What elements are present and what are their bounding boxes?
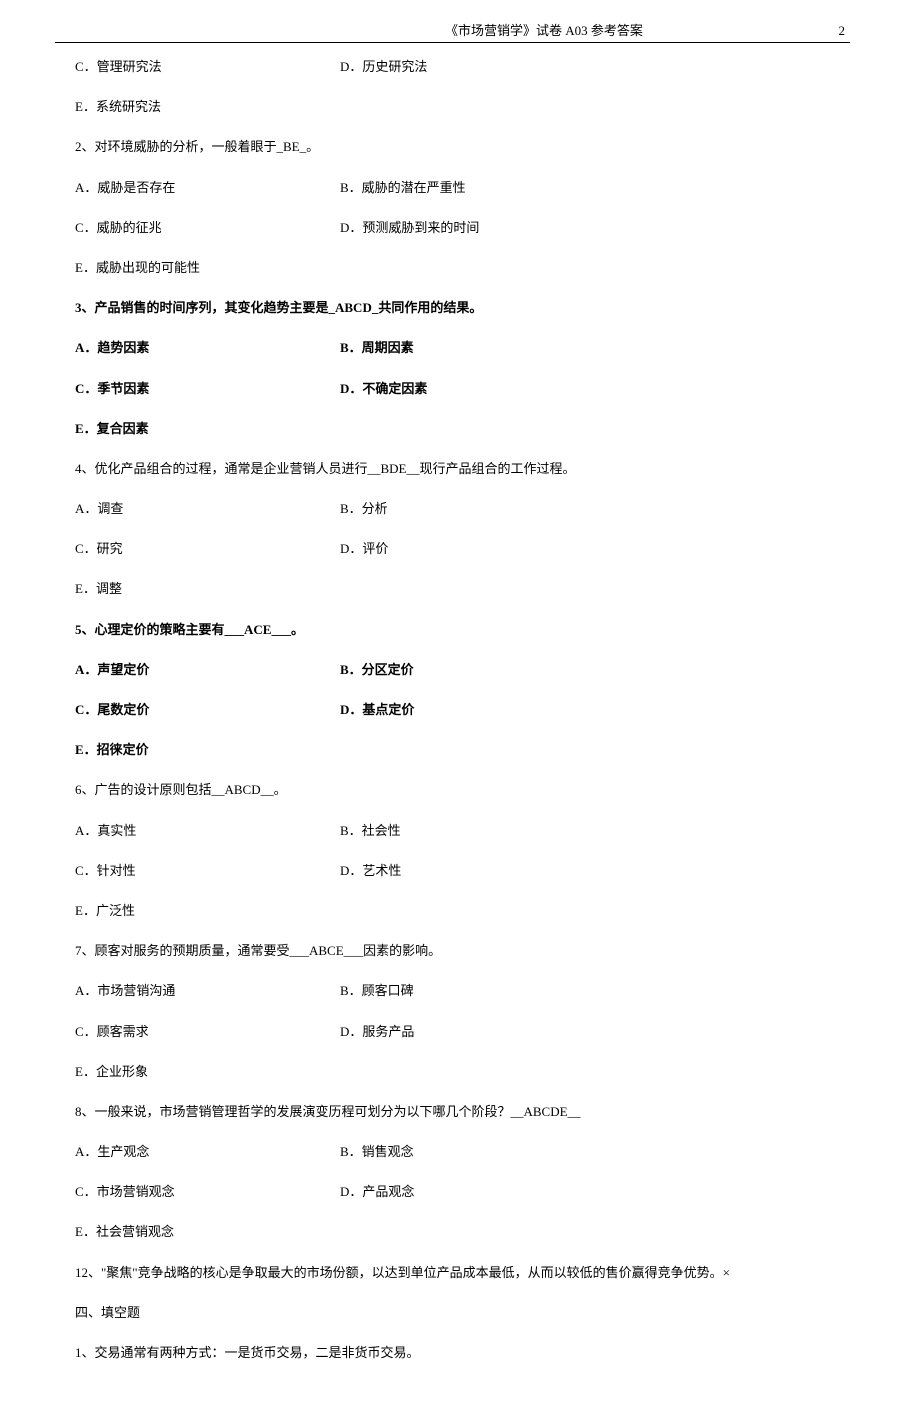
q12-statement: 12、"聚焦"竞争战略的核心是争取最大的市场份额，以达到单位产品成本最低，从而以… <box>75 1264 845 1282</box>
q1-row-cd: C．管理研究法 D．历史研究法 <box>75 58 845 76</box>
q7-option-d: D．服务产品 <box>340 1023 845 1041</box>
q6-option-d: D．艺术性 <box>340 862 845 880</box>
q5-stem: 5、心理定价的策略主要有___ACE___。 <box>75 621 845 639</box>
q6-option-b: B．社会性 <box>340 822 845 840</box>
header-title: 《市场营销学》试卷 A03 参考答案 <box>445 20 643 39</box>
q7-option-c: C．顾客需求 <box>75 1023 340 1041</box>
q4-row-cd: C．研究 D．评价 <box>75 540 845 558</box>
q8-row-ab: A．生产观念 B．销售观念 <box>75 1143 845 1161</box>
q8-option-e: E．社会营销观念 <box>75 1223 845 1241</box>
q8-option-c: C．市场营销观念 <box>75 1183 340 1201</box>
q7-row-ab: A．市场营销沟通 B．顾客口碑 <box>75 982 845 1000</box>
q2-row-ab: A．威胁是否存在 B．威胁的潜在严重性 <box>75 179 845 197</box>
q5-option-d: D．基点定价 <box>340 701 845 719</box>
q2-option-d: D．预测威胁到来的时间 <box>340 219 845 237</box>
q7-stem: 7、顾客对服务的预期质量，通常要受___ABCE___因素的影响。 <box>75 942 845 960</box>
q5-option-b: B．分区定价 <box>340 661 845 679</box>
q3-option-a: A．趋势因素 <box>75 339 340 357</box>
q4-option-e: E．调整 <box>75 580 845 598</box>
q4-option-d: D．评价 <box>340 540 845 558</box>
q2-row-cd: C．威胁的征兆 D．预测威胁到来的时间 <box>75 219 845 237</box>
q3-option-e: E．复合因素 <box>75 420 845 438</box>
q5-row-cd: C．尾数定价 D．基点定价 <box>75 701 845 719</box>
q6-option-c: C．针对性 <box>75 862 340 880</box>
q4-option-a: A．调查 <box>75 500 340 518</box>
q4-stem: 4、优化产品组合的过程，通常是企业营销人员进行__BDE__现行产品组合的工作过… <box>75 460 845 478</box>
q2-option-a: A．威胁是否存在 <box>75 179 340 197</box>
q3-option-d: D．不确定因素 <box>340 380 845 398</box>
q8-option-b: B．销售观念 <box>340 1143 845 1161</box>
section4-title: 四、填空题 <box>75 1304 845 1322</box>
header-divider <box>55 42 850 43</box>
q3-row-ab: A．趋势因素 B．周期因素 <box>75 339 845 357</box>
document-page: 《市场营销学》试卷 A03 参考答案 2 C．管理研究法 D．历史研究法 E．系… <box>0 0 920 1404</box>
q6-option-e: E．广泛性 <box>75 902 845 920</box>
q1-option-d: D．历史研究法 <box>340 58 845 76</box>
q2-option-b: B．威胁的潜在严重性 <box>340 179 845 197</box>
q5-row-ab: A．声望定价 B．分区定价 <box>75 661 845 679</box>
q8-option-d: D．产品观念 <box>340 1183 845 1201</box>
q1-option-c: C．管理研究法 <box>75 58 340 76</box>
q5-option-e: E．招徕定价 <box>75 741 845 759</box>
q3-stem: 3、产品销售的时间序列，其变化趋势主要是_ABCD_共同作用的结果。 <box>75 299 845 317</box>
q3-row-cd: C．季节因素 D．不确定因素 <box>75 380 845 398</box>
q8-row-cd: C．市场营销观念 D．产品观念 <box>75 1183 845 1201</box>
q5-option-c: C．尾数定价 <box>75 701 340 719</box>
q4-option-c: C．研究 <box>75 540 340 558</box>
q7-option-b: B．顾客口碑 <box>340 982 845 1000</box>
q6-option-a: A．真实性 <box>75 822 340 840</box>
q8-stem: 8、一般来说，市场营销管理哲学的发展演变历程可划分为以下哪几个阶段？__ABCD… <box>75 1103 845 1121</box>
q6-stem: 6、广告的设计原则包括__ABCD__。 <box>75 781 845 799</box>
q3-option-b: B．周期因素 <box>340 339 845 357</box>
fill-blank-1: 1、交易通常有两种方式：一是货币交易，二是非货币交易。 <box>75 1344 845 1362</box>
q7-option-a: A．市场营销沟通 <box>75 982 340 1000</box>
q8-option-a: A．生产观念 <box>75 1143 340 1161</box>
q1-option-e: E．系统研究法 <box>75 98 845 116</box>
q3-option-c: C．季节因素 <box>75 380 340 398</box>
q2-option-e: E．威胁出现的可能性 <box>75 259 845 277</box>
q2-stem: 2、对环境威胁的分析，一般着眼于_BE_。 <box>75 138 845 156</box>
page-number: 2 <box>839 23 846 39</box>
q6-row-cd: C．针对性 D．艺术性 <box>75 862 845 880</box>
q7-option-e: E．企业形象 <box>75 1063 845 1081</box>
q4-row-ab: A．调查 B．分析 <box>75 500 845 518</box>
q7-row-cd: C．顾客需求 D．服务产品 <box>75 1023 845 1041</box>
q5-option-a: A．声望定价 <box>75 661 340 679</box>
page-header: 《市场营销学》试卷 A03 参考答案 2 <box>75 20 845 39</box>
q2-option-c: C．威胁的征兆 <box>75 219 340 237</box>
q6-row-ab: A．真实性 B．社会性 <box>75 822 845 840</box>
q4-option-b: B．分析 <box>340 500 845 518</box>
